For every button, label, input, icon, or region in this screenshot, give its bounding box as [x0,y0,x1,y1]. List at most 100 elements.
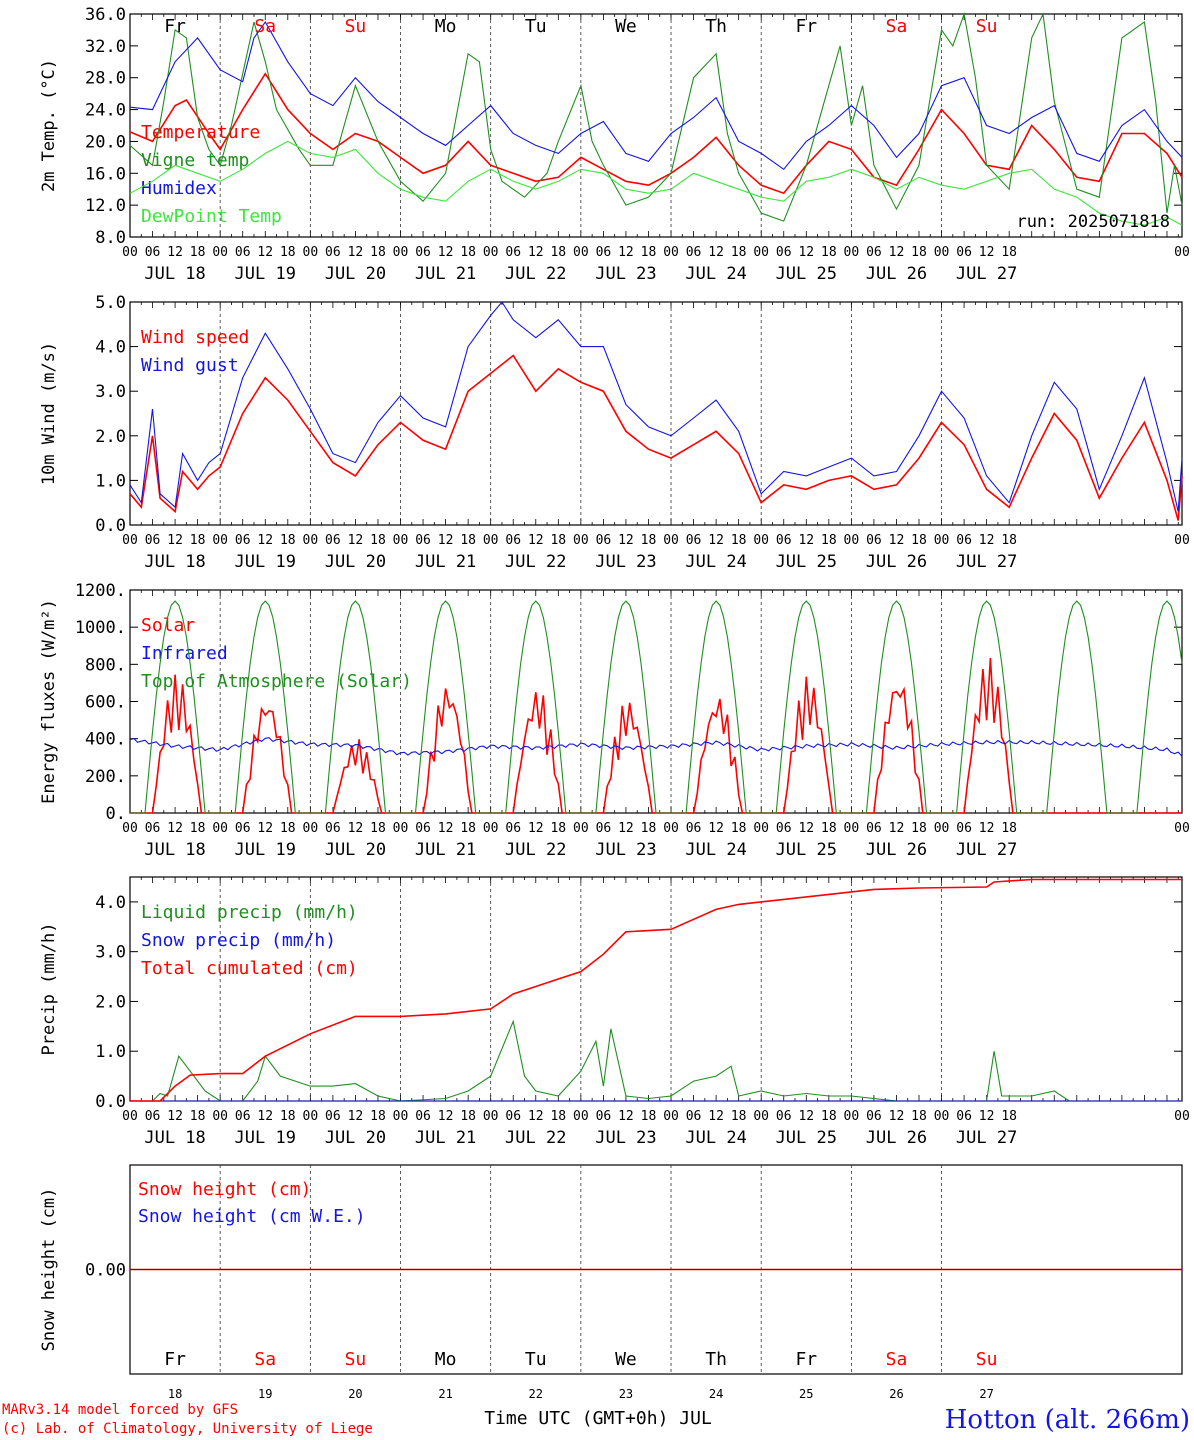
hour-tick-label: 12 [708,533,724,548]
hour-tick-label: 00 [122,821,138,836]
hour-tick-label: 06 [415,1109,431,1124]
hour-tick-label: 12 [618,533,634,548]
hour-tick-label: 00 [483,1109,499,1124]
y-tick-label: 20.0 [85,132,126,152]
panel-1: 8.0 12.0 16.0 20.0 24.0 28.0 32.0 36.0 2m Temp. … [39,5,1190,284]
hour-tick-label: 18 [370,821,386,836]
hour-tick-label: 00 [483,245,499,260]
date-label: JUL 21 [415,840,476,860]
hour-tick-label: 18 [280,821,296,836]
series-line [129,140,1183,226]
hour-tick-label: 06 [776,821,792,836]
hour-tick-label: 06 [776,245,792,260]
hour-tick-label: 12 [438,1109,454,1124]
legend-entry: Wind gust [141,355,239,376]
hour-tick-label: 12 [528,533,544,548]
date-label: JUL 26 [866,1128,927,1148]
hour-tick-label: 12 [348,245,364,260]
date-label: JUL 25 [776,840,837,860]
hour-tick-label: 18 [1001,1109,1017,1124]
hour-tick-label: 18 [641,821,657,836]
y-axis-title: Snow height (cm) [39,1188,59,1352]
hour-tick-label: 12 [528,1109,544,1124]
date-label: JUL 27 [956,264,1017,284]
day-number: 27 [979,1387,993,1401]
hour-tick-label: 00 [844,245,860,260]
date-label: JUL 20 [325,1128,386,1148]
hour-tick-label: 06 [145,821,161,836]
y-tick-label: 5.0 [95,293,126,313]
weekday-label: Fr [164,1349,186,1370]
day-number: 18 [168,1387,182,1401]
date-label: JUL 27 [956,840,1017,860]
date-label: JUL 25 [776,1128,837,1148]
y-tick-label: 1.0 [95,471,126,491]
hour-tick-label: 06 [235,245,251,260]
hour-tick-label: 06 [866,533,882,548]
hour-tick-label: 06 [235,1109,251,1124]
hour-tick-label: 06 [415,533,431,548]
hour-tick-label: 06 [776,533,792,548]
hour-tick-label: 06 [235,821,251,836]
legend-entry: Vigne temp [141,150,249,171]
date-label: JUL 22 [505,840,566,860]
y-axis-title: Energy fluxes (W/m²) [39,599,59,804]
hour-tick-label: 06 [956,821,972,836]
hour-tick-label: 00 [663,533,679,548]
hour-tick-label: 00 [753,533,769,548]
weekday-label: Fr [795,1349,817,1370]
hour-tick-label: 06 [866,1109,882,1124]
y-tick-label: 0. [106,804,126,824]
hour-tick-label: 18 [731,821,747,836]
hour-tick-label: 06 [866,245,882,260]
weekday-label: Su [976,16,998,37]
date-label: JUL 21 [415,552,476,572]
hour-tick-label: 18 [190,533,206,548]
panel-3: 0. 200. 400. 600. 800. 1000. 1200. Energy fluxe… [39,581,1190,860]
date-label: JUL 23 [595,840,656,860]
legend-entry: Total cumulated (cm) [141,958,358,979]
hour-tick-label: 12 [257,821,273,836]
date-label: JUL 23 [595,552,656,572]
hour-tick-label: 00 [934,1109,950,1124]
day-number: 22 [529,1387,543,1401]
hour-tick-label: 12 [257,1109,273,1124]
hour-tick-label: 00 [1174,245,1190,260]
copyright: (c) Lab. of Climatology, University of L… [2,1421,373,1437]
y-tick-label: 3.0 [95,943,126,963]
y-tick-label: 400. [85,730,126,750]
series-line [130,600,1183,814]
hour-tick-label: 00 [393,533,409,548]
date-label: JUL 24 [685,552,746,572]
hour-tick-label: 06 [505,821,521,836]
weekday-label: Sa [886,16,908,37]
hour-tick-label: 18 [460,245,476,260]
hour-tick-label: 00 [753,245,769,260]
hour-tick-label: 12 [889,1109,905,1124]
weekday-label: Mo [435,1349,457,1370]
hour-tick-label: 12 [798,533,814,548]
hour-tick-label: 00 [663,821,679,836]
legend-entry: DewPoint Temp [141,206,282,227]
date-label: JUL 19 [235,552,296,572]
date-label: JUL 27 [956,552,1017,572]
hour-tick-label: 18 [550,245,566,260]
legend-entry: Liquid precip (mm/h) [141,902,358,923]
hour-tick-label: 06 [956,245,972,260]
hour-tick-label: 18 [641,1109,657,1124]
hour-tick-label: 00 [212,821,228,836]
hour-tick-label: 00 [573,821,589,836]
hour-tick-label: 12 [979,821,995,836]
y-tick-label: 24.0 [85,101,126,121]
run-annotation: run: 2025071818 [1016,212,1170,232]
hour-tick-label: 00 [934,245,950,260]
hour-tick-label: 12 [708,1109,724,1124]
hour-tick-label: 18 [641,245,657,260]
weekday-label: Tu [525,16,547,37]
day-number: 19 [258,1387,272,1401]
hour-tick-label: 12 [438,821,454,836]
hour-tick-label: 00 [573,245,589,260]
date-label: JUL 19 [235,264,296,284]
series-line [130,1019,1182,1102]
hour-tick-label: 06 [866,821,882,836]
